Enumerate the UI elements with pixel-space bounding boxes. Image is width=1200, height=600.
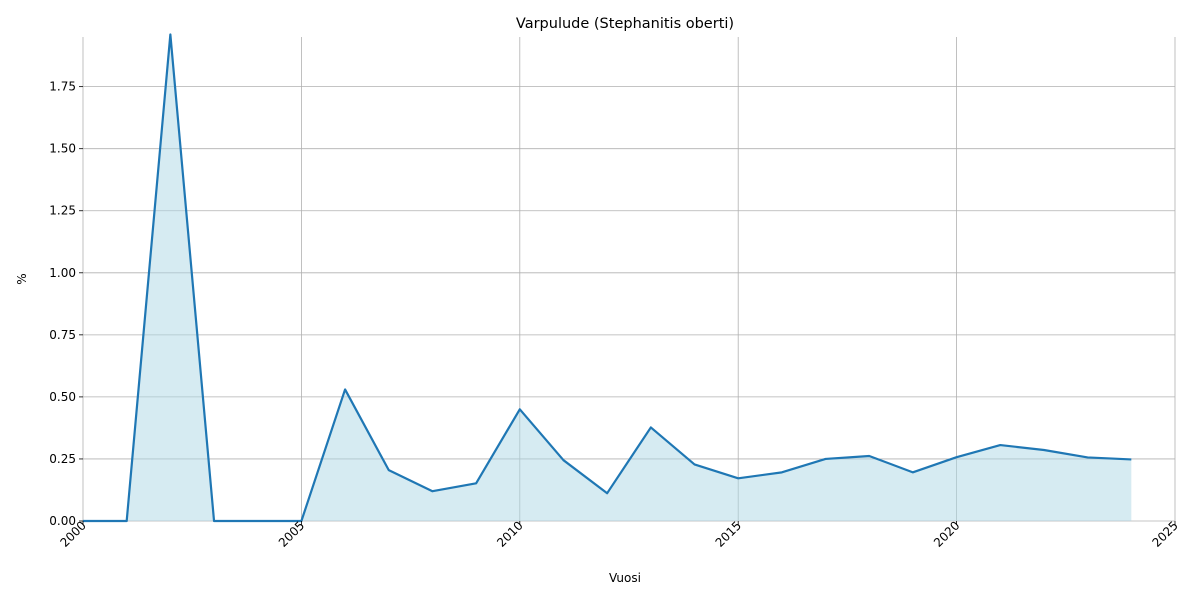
y-tick-label: 1.25 bbox=[49, 204, 76, 218]
x-tick-label: 2020 bbox=[931, 518, 962, 549]
x-tick-label: 2015 bbox=[713, 518, 744, 549]
y-tick-label: 1.00 bbox=[49, 266, 76, 280]
y-axis-label: % bbox=[15, 273, 29, 284]
y-tick-label: 1.75 bbox=[49, 80, 76, 94]
y-tick-label: 0.00 bbox=[49, 514, 76, 528]
y-tick-label: 0.75 bbox=[49, 328, 76, 342]
y-tick-label: 1.50 bbox=[49, 142, 76, 156]
x-tick-label: 2025 bbox=[1149, 518, 1180, 549]
x-tick-label: 2010 bbox=[494, 518, 525, 549]
x-axis-ticks: 2000 2005 2010 2015 2020 2025 bbox=[57, 518, 1180, 549]
y-axis-ticks: 0.00 0.25 0.50 0.75 1.00 1.25 1.50 1.75 bbox=[49, 80, 83, 528]
x-axis-label: Vuosi bbox=[609, 571, 641, 585]
y-tick-label: 0.25 bbox=[49, 452, 76, 466]
grid bbox=[82, 37, 1176, 522]
series-area-fill bbox=[83, 34, 1132, 522]
y-tick-label: 0.50 bbox=[49, 390, 76, 404]
x-tick-label: 2005 bbox=[276, 518, 307, 549]
chart-title: Varpulude (Stephanitis oberti) bbox=[516, 16, 734, 32]
series-line bbox=[83, 33, 1132, 523]
